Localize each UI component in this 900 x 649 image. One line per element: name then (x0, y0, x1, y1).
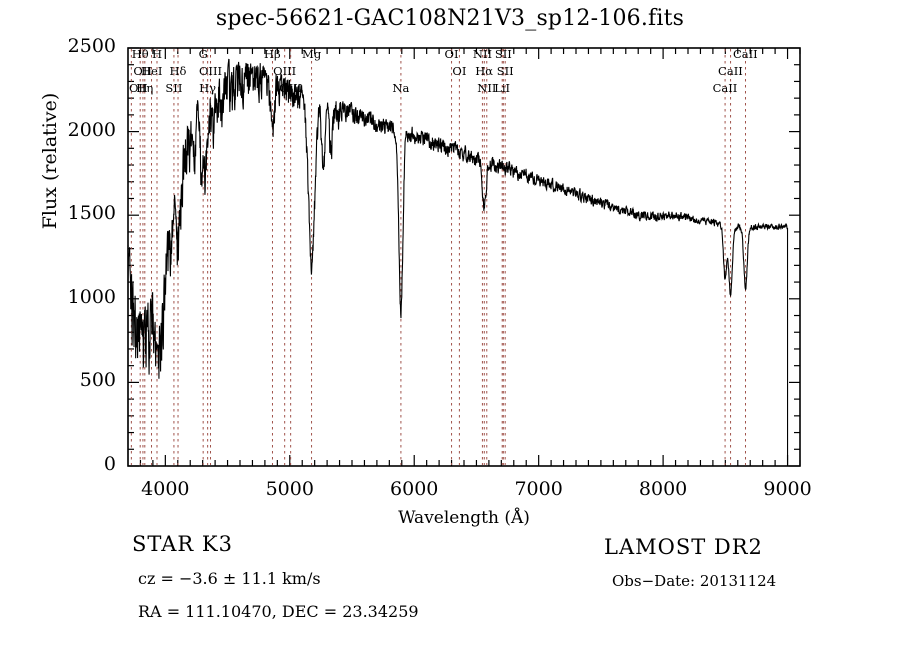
x-tick-label: 4000 (141, 478, 190, 500)
spectral-line-label: Hγ (199, 81, 217, 95)
spectral-line-label: OI (452, 64, 467, 78)
spectral-line-label: OIII (199, 64, 223, 78)
spectrum-curve (127, 58, 789, 466)
page-title: spec-56621-GAC108N21V3_sp12-106.fits (215, 6, 685, 31)
x-axis-label: Wavelength (Å) (398, 508, 530, 528)
spectral-line-label: OI (444, 47, 459, 61)
spectral-line-label: SII (165, 81, 183, 95)
spectral-line-label: OIII (279, 81, 303, 95)
y-tick-label: 1500 (67, 202, 116, 225)
spectral-line-label: Hδ (169, 64, 187, 78)
spectral-line-label: Hθ (131, 47, 149, 61)
spectral-line-label: Na (392, 81, 410, 95)
spectral-line-label: Mg (302, 47, 322, 61)
spectral-line-label: OII (133, 64, 152, 78)
footer-coordinates: RA = 111.10470, DEC = 23.34259 (138, 602, 419, 621)
x-tick-label: 9000 (763, 478, 812, 500)
spectral-line-label: NII (477, 81, 497, 95)
x-tick-label: 6000 (390, 478, 439, 500)
spectral-line-label: NII (472, 47, 493, 61)
spectral-line-label: SII (496, 64, 514, 78)
y-tick-label: 0 (103, 453, 116, 475)
y-tick-label: 2000 (67, 118, 116, 141)
spectral-line-label: OII (129, 81, 148, 95)
footer-redshift: cz = −3.6 ± 11.1 km/s (138, 569, 321, 588)
footer-obs-date: Obs−Date: 20131124 (612, 572, 777, 590)
footer-object-class: STAR K3 (132, 532, 233, 556)
y-tick-label: 2500 (67, 35, 116, 57)
x-tick-label: 8000 (638, 478, 688, 500)
spectral-line-label: Hα (475, 64, 494, 78)
spectral-line-label: CaII (732, 47, 758, 61)
y-tick-label: 500 (79, 369, 116, 392)
spectral-line-label: OIII (273, 64, 297, 78)
x-tick-label: 7000 (514, 478, 563, 500)
spectral-line-label: G (198, 47, 208, 61)
y-axis-label: Flux (relative) (39, 92, 61, 230)
spectral-line-label: CaII (718, 64, 743, 78)
spectral-line-label: CaII (712, 81, 738, 95)
axis-ticks (128, 47, 801, 467)
plot-frame (127, 47, 801, 467)
spectral-line-label: Hη (136, 81, 154, 95)
spectral-line-label: SII (494, 47, 512, 61)
x-tick-label: 5000 (265, 478, 314, 500)
y-tick-label: 1000 (67, 285, 116, 308)
spectral-line-label: H (151, 47, 163, 61)
footer-survey: LAMOST DR2 (604, 535, 763, 559)
spectral-line-label: Hβ (263, 47, 281, 61)
spectral-line-label: LiI (494, 81, 511, 95)
spectral-line-label: HeI (141, 64, 163, 78)
